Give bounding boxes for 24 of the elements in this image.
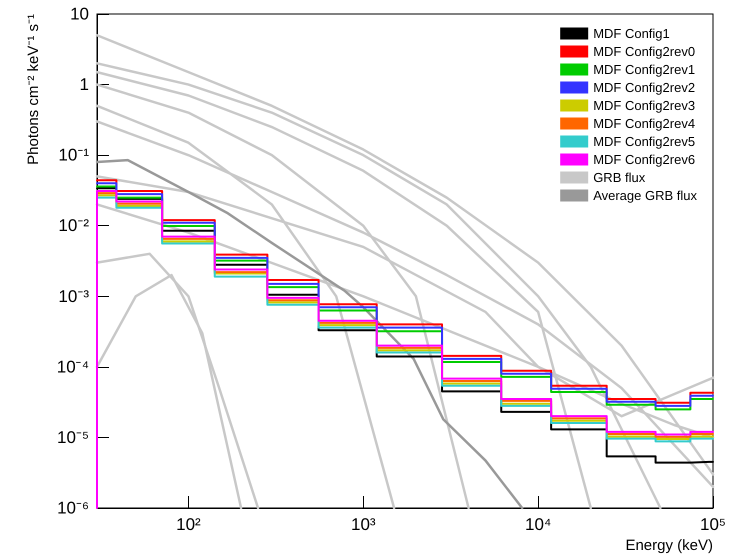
legend-label: MDF Config2rev6 <box>593 152 696 167</box>
x-tick-label: 10² <box>176 515 202 534</box>
y-tick-label: 10⁻⁵ <box>57 428 89 447</box>
legend-label: GRB flux <box>593 170 646 185</box>
x-tick-label: 10⁵ <box>700 515 726 534</box>
legend-label: MDF Config2rev1 <box>593 62 696 77</box>
legend-label: MDF Config2rev2 <box>593 80 696 95</box>
y-tick-label: 1 <box>80 75 89 94</box>
y-tick-label: 10 <box>70 4 89 24</box>
y-tick-label: 10⁻⁶ <box>57 498 89 518</box>
y-tick-label: 10⁻⁴ <box>56 357 89 376</box>
legend-label: MDF Config2rev0 <box>593 44 696 59</box>
legend-label: Average GRB flux <box>593 188 698 203</box>
legend-label: MDF Config2rev5 <box>593 134 696 149</box>
x-tick-label: 10⁴ <box>525 515 552 534</box>
y-tick-label: 10⁻² <box>58 216 90 236</box>
x-axis-title: Energy (keV) <box>625 537 713 554</box>
legend-label: MDF Config1 <box>593 26 670 41</box>
legend-label: MDF Config2rev3 <box>593 98 696 113</box>
y-tick-label: 10⁻¹ <box>58 146 90 165</box>
x-tick-label: 10³ <box>350 515 376 534</box>
y-tick-label: 10⁻³ <box>58 286 90 306</box>
y-axis-title: Photons cm⁻² keV⁻¹ s⁻¹ <box>25 14 42 165</box>
legend-label: MDF Config2rev4 <box>593 116 696 131</box>
